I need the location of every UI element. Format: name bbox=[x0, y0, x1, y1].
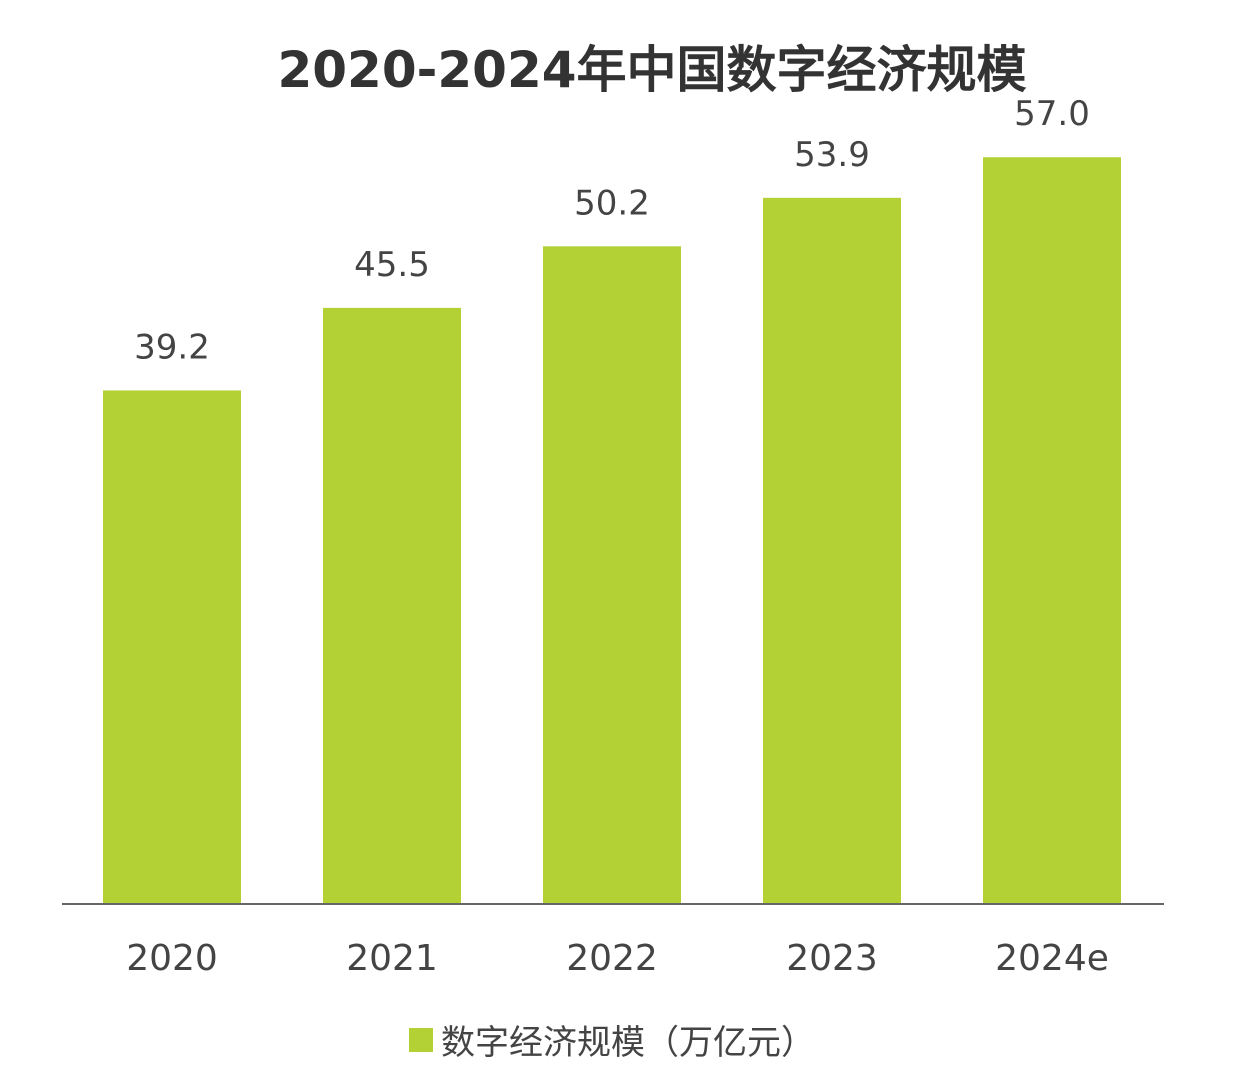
legend: 数字经济规模（万亿元） bbox=[0, 1015, 1224, 1064]
x-tick-labels-layer: 2020 2021 2022 2023 2024e bbox=[126, 938, 1109, 979]
value-label-2020: 39.2 bbox=[134, 327, 210, 367]
chart-title: 2020-2024年中国数字经济规模 bbox=[277, 41, 1027, 99]
bar-2023 bbox=[763, 197, 901, 904]
value-label-2024e: 57.0 bbox=[1014, 94, 1090, 134]
bar-2020 bbox=[103, 390, 241, 904]
bar-2024e bbox=[983, 157, 1121, 904]
legend-label: 数字经济规模（万亿元） bbox=[441, 1023, 815, 1063]
x-tick-label-2024e: 2024e bbox=[995, 938, 1109, 979]
x-tick-label-2021: 2021 bbox=[346, 938, 438, 979]
bars-layer bbox=[103, 157, 1121, 905]
value-label-2023: 53.9 bbox=[794, 135, 870, 175]
value-label-2022: 50.2 bbox=[574, 183, 650, 223]
x-tick-label-2023: 2023 bbox=[786, 938, 878, 979]
legend-swatch bbox=[409, 1027, 433, 1052]
x-tick-label-2020: 2020 bbox=[126, 938, 218, 979]
value-label-2021: 45.5 bbox=[354, 245, 430, 285]
bar-2022 bbox=[543, 246, 681, 904]
bar-2021 bbox=[323, 307, 461, 905]
x-tick-label-2022: 2022 bbox=[566, 938, 658, 979]
value-labels-layer: 39.2 45.5 50.2 53.9 57.0 bbox=[134, 94, 1090, 367]
